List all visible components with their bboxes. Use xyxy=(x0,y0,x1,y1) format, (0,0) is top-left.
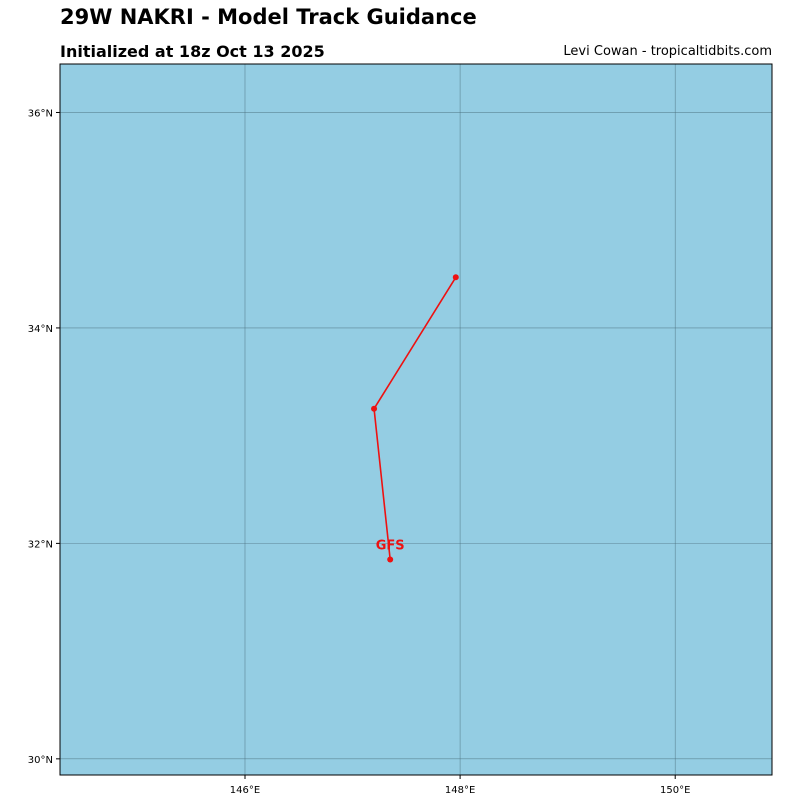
axis-ticks: 146°E 148°E 150°E 30°N 32°N 34°N 36°N xyxy=(28,108,691,796)
map-panel xyxy=(60,64,772,775)
map-title: 29W NAKRI - Model Track Guidance xyxy=(60,5,477,29)
credit-text: Levi Cowan - tropicaltidbits.com xyxy=(563,44,772,59)
track-layer: GFS xyxy=(371,274,459,563)
model-label: GFS xyxy=(376,539,405,554)
lon-tick-label: 150°E xyxy=(660,785,690,796)
lat-tick-label: 36°N xyxy=(28,108,53,119)
map-border xyxy=(59,63,773,776)
graticule xyxy=(60,64,772,775)
lat-tick-label: 30°N xyxy=(28,755,53,766)
track-point xyxy=(452,274,459,281)
lon-tick-label: 146°E xyxy=(230,785,260,796)
track-point xyxy=(371,405,378,412)
initialization-subtitle: Initialized at 18z Oct 13 2025 xyxy=(60,42,325,61)
lon-tick-label: 148°E xyxy=(445,785,475,796)
lat-tick-label: 32°N xyxy=(28,539,53,550)
track-point xyxy=(387,556,394,563)
lat-tick-label: 34°N xyxy=(28,324,53,335)
